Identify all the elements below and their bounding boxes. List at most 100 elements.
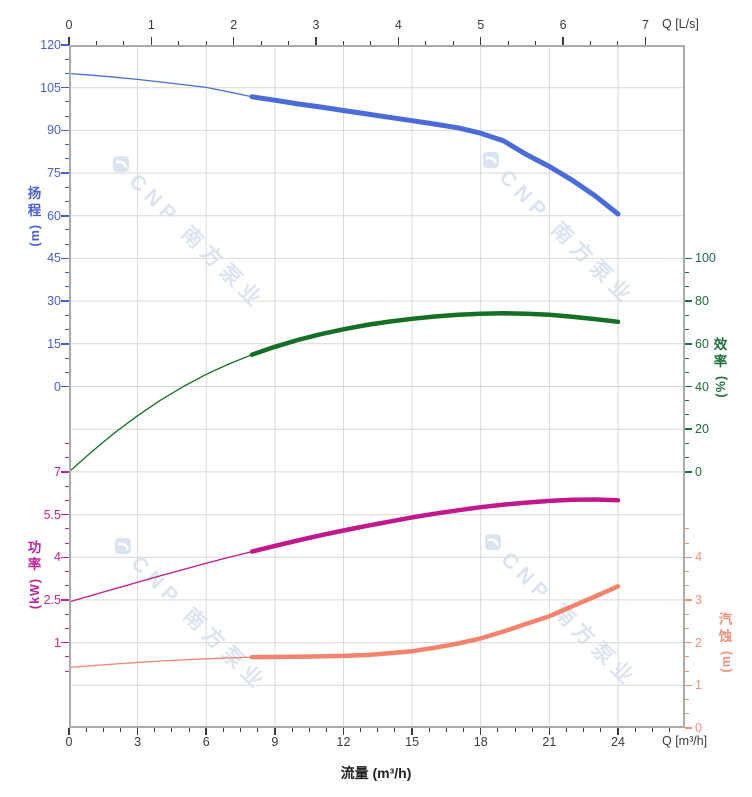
- npsh-axis-minor-tick: [685, 542, 689, 544]
- bottom-axis-minor-tick: [651, 728, 653, 732]
- top-axis-minor-tick: [342, 41, 344, 45]
- bottom-axis-unit-label: Q [m³/h]: [662, 734, 708, 748]
- bottom-axis-minor-tick: [257, 728, 259, 732]
- head-axis-tick-label: 45: [47, 251, 61, 266]
- power-curve: [249, 497, 621, 554]
- npsh-axis-tick: [685, 684, 692, 687]
- power-axis-tick-label: 1: [54, 635, 61, 650]
- npsh-axis-tick-label: 1: [695, 678, 702, 693]
- power-axis-tick-label: 4: [54, 550, 61, 565]
- bottom-axis-tick: [274, 728, 276, 735]
- bottom-axis-minor-tick: [600, 728, 602, 732]
- npsh-axis-minor-tick: [685, 613, 689, 615]
- efficiency-axis-title: 效率 (%): [712, 336, 729, 397]
- top-axis-tick: [315, 37, 317, 45]
- bottom-axis-tick: [205, 728, 207, 735]
- head-axis-minor-tick: [65, 72, 69, 74]
- efficiency-axis-minor-tick: [685, 371, 689, 373]
- npsh-axis-title: 汽蚀 (m): [717, 611, 734, 672]
- power-axis-tick: [61, 599, 69, 601]
- bottom-axis-minor-tick: [308, 728, 310, 732]
- npsh-axis-tick-label: 0: [695, 721, 702, 735]
- efficiency-axis-minor-tick: [685, 357, 689, 359]
- npsh-axis-minor-tick: [685, 699, 689, 701]
- npsh-axis-unit: (m): [718, 650, 733, 673]
- bottom-axis-tick: [136, 728, 139, 735]
- efficiency-axis-minor-tick: [685, 314, 689, 316]
- npsh-curve-thin: [69, 656, 253, 669]
- plot-area: [69, 45, 685, 728]
- bottom-axis-minor-tick: [428, 728, 430, 732]
- top-axis-tick-label: 7: [641, 18, 649, 32]
- efficiency-axis-tick-label: 20: [695, 422, 709, 437]
- bottom-axis-tick: [342, 728, 345, 735]
- head-axis-title: 扬程 (m): [26, 185, 43, 246]
- efficiency-axis-title-text: 效率: [713, 337, 728, 369]
- head-axis-minor-tick: [65, 115, 69, 117]
- head-axis-tick-label: 105: [40, 80, 61, 95]
- top-axis-minor-tick: [123, 41, 125, 45]
- top-axis-tick: [397, 37, 400, 45]
- bottom-axis-tick-label: 0: [65, 735, 73, 749]
- bottom-axis-minor-tick: [360, 728, 362, 732]
- power-axis-minor-tick: [65, 485, 69, 487]
- head-axis-tick: [61, 44, 69, 46]
- npsh-axis-tick: [685, 556, 692, 558]
- curves-canvas: [69, 45, 685, 728]
- top-axis-tick-label: 1: [147, 18, 155, 32]
- power-axis-unit: (kW): [27, 578, 42, 610]
- power-axis-minor-tick: [65, 499, 69, 501]
- top-axis-minor-tick: [178, 41, 180, 45]
- head-axis-tick: [61, 86, 69, 89]
- power-curve-thin: [69, 550, 253, 603]
- head-axis-minor-tick: [65, 201, 69, 203]
- efficiency-axis-minor-tick: [685, 442, 689, 444]
- npsh-axis-minor-tick: [685, 670, 689, 672]
- top-axis-tick: [68, 37, 70, 45]
- bottom-axis-tick: [68, 728, 70, 735]
- power-axis-minor-tick: [65, 585, 69, 587]
- bottom-axis-minor-tick: [445, 728, 447, 732]
- bottom-axis-tick-label: 3: [134, 735, 142, 749]
- power-axis-minor-tick: [65, 656, 69, 658]
- bottom-axis-title: 流量 (m³/h): [340, 765, 412, 781]
- efficiency-axis-tick: [685, 428, 692, 430]
- head-axis-tick: [61, 129, 69, 132]
- npsh-axis-minor-tick: [685, 528, 689, 530]
- head-axis-tick: [61, 172, 69, 174]
- head-axis-tick: [61, 257, 69, 260]
- efficiency-axis-tick: [685, 471, 692, 473]
- bottom-axis-minor-tick: [566, 728, 567, 732]
- top-axis-tick: [562, 37, 564, 45]
- power-axis-title-text: 功率: [27, 540, 42, 572]
- top-axis-minor-tick: [535, 41, 537, 45]
- top-axis-minor-tick: [452, 41, 454, 45]
- efficiency-axis-tick: [685, 300, 692, 302]
- top-axis-tick: [644, 37, 647, 45]
- bottom-axis-minor-tick: [377, 728, 379, 732]
- head-axis-tick: [61, 385, 69, 388]
- efficiency-axis-tick-label: 40: [695, 379, 709, 394]
- npsh-axis-title-text: 汽蚀: [718, 612, 733, 644]
- head-axis-minor-tick: [65, 357, 69, 359]
- bottom-axis-minor-tick: [463, 728, 465, 732]
- power-axis-minor-tick: [65, 528, 69, 530]
- top-axis-tick-label: 2: [230, 18, 238, 32]
- head-axis-minor-tick: [65, 186, 69, 188]
- head-axis-minor-tick: [65, 158, 69, 160]
- efficiency-axis-minor-tick: [685, 400, 689, 402]
- efficiency-axis-unit: (%): [713, 375, 728, 398]
- head-axis-minor-tick: [65, 229, 69, 231]
- bottom-axis-minor-tick: [222, 728, 224, 732]
- head-curve: [249, 94, 621, 217]
- power-axis-tick: [61, 556, 69, 558]
- power-axis-title: 功率 (kW): [26, 539, 43, 609]
- efficiency-axis-minor-tick: [685, 457, 689, 459]
- bottom-axis-tick: [617, 728, 619, 735]
- power-axis-tick-label: 7: [54, 464, 61, 479]
- top-axis-minor-tick: [425, 41, 427, 45]
- bottom-axis-tick-label: 24: [611, 735, 625, 749]
- head-axis-minor-tick: [65, 243, 69, 245]
- efficiency-axis-tick: [685, 385, 692, 388]
- npsh-axis-tick: [685, 599, 692, 601]
